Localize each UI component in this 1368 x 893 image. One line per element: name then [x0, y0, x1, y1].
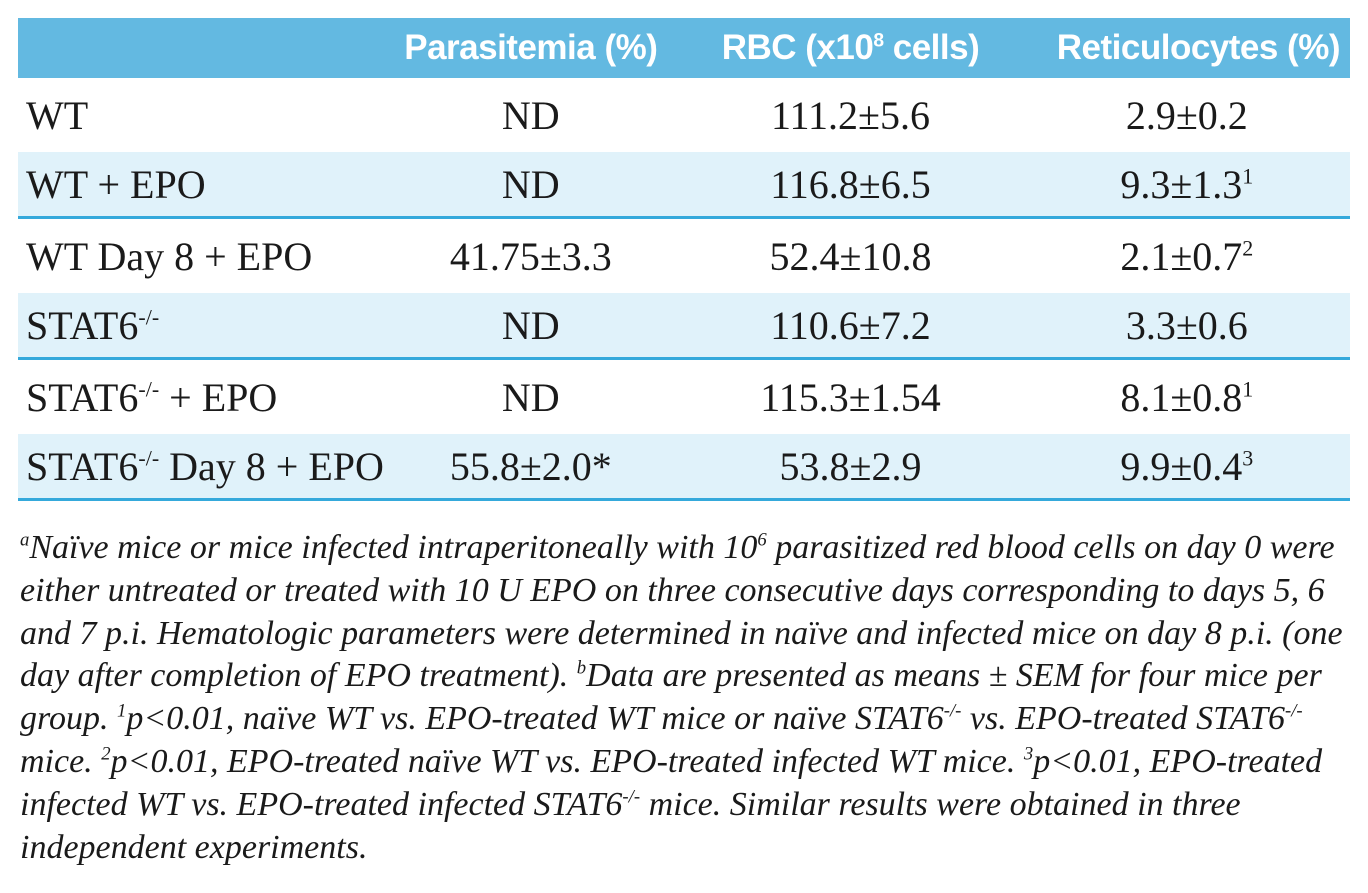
value-cell: ND [384, 359, 677, 435]
superscript: 1 [116, 700, 127, 722]
superscript: 2 [1242, 235, 1254, 261]
table-row: WT Day 8 + EPO 41.75±3.3 52.4±10.8 2.1±0.72 [18, 218, 1350, 294]
value-cell: 2.9±0.2 [1024, 78, 1350, 152]
text-run: Reticulocytes (%) [1056, 28, 1341, 67]
table-header-row: Parasitemia (%) RBC (x108 cells) Reticul… [18, 18, 1350, 78]
text-run: ND [501, 302, 560, 348]
table-row: WT + EPO ND 116.8±6.5 9.3±1.31 [18, 152, 1350, 219]
value-cell: ND [384, 78, 677, 152]
value-cell: 53.8±2.9 [677, 434, 1024, 501]
header-cell-group [18, 18, 385, 78]
table-body: WT ND 111.2±5.6 2.9±0.2 WT + EPO ND 116.8±6.5 9… [18, 78, 1350, 501]
text-run: Parasitemia (%) [404, 28, 658, 67]
text-run: Naïve mice or mice infected intraperiton… [29, 529, 758, 566]
superscript: 6 [757, 529, 767, 551]
superscript: 2 [101, 743, 111, 765]
value-cell: ND [384, 293, 678, 360]
superscript: -/- [138, 304, 160, 330]
text-run: mice. [20, 743, 102, 781]
text-run: 8.1±0.8 [1120, 374, 1243, 420]
text-run: 2.1±0.7 [1120, 233, 1243, 279]
header-cell-parasitemia: Parasitemia (%) [384, 18, 678, 78]
superscript: 1 [1242, 163, 1254, 189]
text-run: ND [501, 161, 560, 207]
superscript: -/- [138, 445, 160, 471]
superscript: 3 [1023, 743, 1034, 765]
text-run: WT + EPO [26, 161, 206, 207]
text-run: STAT6 [26, 443, 139, 489]
row-label-cell: WT Day 8 + EPO [18, 218, 384, 294]
row-label-cell: WT [18, 78, 384, 152]
text-run: p<0.01, naïve WT vs. EPO-treated WT mice… [126, 700, 944, 738]
table-row: WT ND 111.2±5.6 2.9±0.2 [18, 78, 1350, 152]
header-cell-reticulocytes: Reticulocytes (%) [1023, 18, 1350, 78]
text-run: p<0.01, EPO-treated naïve WT vs. EPO-tre… [110, 743, 1024, 781]
value-cell: 115.3±1.54 [677, 359, 1023, 435]
superscript: b [576, 658, 587, 680]
superscript: -/- [138, 376, 160, 402]
text-run: 52.4±10.8 [769, 233, 932, 279]
row-label-cell: STAT6-/- + EPO [18, 359, 384, 435]
table-row: STAT6-/- Day 8 + EPO 55.8±2.0* 53.8±2.9 9.9… [18, 434, 1350, 501]
text-run: 53.8±2.9 [779, 443, 922, 489]
superscript: -/- [943, 700, 962, 722]
value-cell: 41.75±3.3 [384, 218, 677, 294]
superscript: -/- [1285, 700, 1303, 722]
value-cell: 9.3±1.31 [1023, 152, 1350, 219]
value-cell: ND [384, 152, 678, 219]
text-run: 9.9±0.4 [1120, 443, 1243, 489]
text-run: STAT6 [26, 374, 139, 420]
text-run: Day 8 + EPO [159, 443, 384, 489]
row-label-cell: WT + EPO [18, 152, 385, 219]
text-run: RBC (x10 [721, 28, 874, 67]
value-cell: 55.8±2.0* [384, 434, 678, 501]
hematology-table: Parasitemia (%) RBC (x108 cells) Reticul… [18, 18, 1350, 501]
text-run: vs. EPO-treated STAT6 [961, 700, 1285, 738]
superscript: 1 [1242, 376, 1254, 402]
text-run: Data are presented as means ± SEM for fo… [20, 657, 1322, 738]
superscript: a [20, 529, 30, 551]
text-run: parasitized red blood cells on day 0 wer… [20, 529, 1343, 695]
text-run: cells) [883, 28, 980, 67]
value-cell: 2.1±0.72 [1024, 218, 1350, 294]
text-run: STAT6 [26, 302, 139, 348]
text-run: 9.3±1.3 [1120, 161, 1243, 207]
row-label-cell: STAT6-/- [18, 293, 385, 360]
text-run: p<0.01, EPO-treated infected WT vs. EPO-… [20, 743, 1323, 823]
value-cell: 8.1±0.81 [1024, 359, 1350, 435]
superscript: 3 [1242, 445, 1254, 471]
text-run: mice. Similar results were obtained in t… [20, 785, 1241, 866]
text-run: 116.8±6.5 [770, 161, 931, 207]
text-run: + EPO [159, 374, 278, 420]
value-cell: 110.6±7.2 [677, 293, 1024, 360]
text-run: 41.75±3.3 [449, 233, 612, 279]
text-run: ND [501, 374, 560, 420]
value-cell: 52.4±10.8 [677, 218, 1023, 294]
text-run: ND [501, 92, 560, 138]
superscript: -/- [622, 786, 641, 808]
row-label-cell: STAT6-/- Day 8 + EPO [18, 434, 385, 501]
text-run: 111.2±5.6 [770, 92, 930, 138]
text-run: 55.8±2.0* [449, 443, 612, 489]
header-cell-rbc: RBC (x108 cells) [677, 18, 1024, 78]
table-footnote: aNaïve mice or mice infected intraperito… [20, 527, 1348, 870]
table-row: STAT6-/- + EPO ND 115.3±1.54 8.1±0.81 [18, 359, 1350, 435]
paper-figure-page: Parasitemia (%) RBC (x108 cells) Reticul… [0, 18, 1368, 893]
value-cell: 116.8±6.5 [677, 152, 1024, 219]
value-cell: 111.2±5.6 [677, 78, 1023, 152]
text-run: 3.3±0.6 [1125, 302, 1248, 348]
value-cell: 3.3±0.6 [1023, 293, 1350, 360]
text-run: 110.6±7.2 [770, 302, 931, 348]
superscript: 8 [873, 30, 884, 52]
text-run: 2.9±0.2 [1125, 92, 1248, 138]
value-cell: 9.9±0.43 [1023, 434, 1350, 501]
table-row: STAT6-/- ND 110.6±7.2 3.3±0.6 [18, 293, 1350, 360]
text-run: 115.3±1.54 [760, 374, 941, 420]
text-run: WT Day 8 + EPO [26, 233, 313, 279]
text-run: WT [26, 92, 89, 138]
